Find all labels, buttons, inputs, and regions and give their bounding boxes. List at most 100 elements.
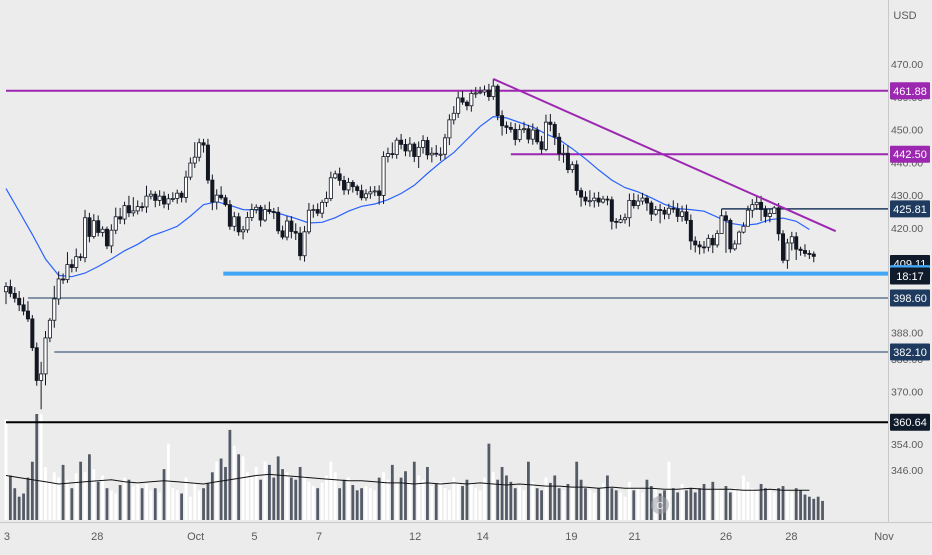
candle[interactable] [636, 194, 641, 210]
candle[interactable] [104, 226, 109, 250]
candle[interactable] [552, 121, 557, 146]
candle[interactable] [157, 190, 162, 206]
candle[interactable] [811, 251, 816, 263]
candle[interactable] [122, 201, 127, 225]
candle[interactable] [109, 224, 114, 254]
candle[interactable] [118, 207, 123, 224]
candle[interactable] [306, 203, 311, 235]
price-label-badge[interactable]: 398.60 [890, 289, 930, 307]
candle[interactable] [140, 202, 145, 212]
candle[interactable] [618, 214, 623, 224]
candle[interactable] [561, 144, 566, 163]
price-label-badge[interactable]: 442.50 [890, 145, 930, 163]
candle[interactable] [254, 204, 259, 214]
candle[interactable] [249, 203, 254, 222]
candle[interactable] [377, 185, 382, 205]
candle[interactable] [214, 189, 219, 210]
candles-layer[interactable] [4, 78, 816, 410]
candle[interactable] [702, 240, 707, 254]
candle[interactable] [644, 195, 649, 211]
candle[interactable] [56, 271, 61, 305]
candle[interactable] [583, 191, 588, 206]
candle[interactable] [170, 192, 175, 203]
candle[interactable] [486, 83, 491, 101]
candle[interactable] [526, 124, 531, 144]
candle[interactable] [245, 211, 250, 233]
candle[interactable] [232, 211, 237, 232]
candle[interactable] [350, 180, 355, 193]
candle[interactable] [227, 200, 232, 230]
candle[interactable] [34, 342, 39, 386]
candle[interactable] [631, 193, 636, 209]
candle[interactable] [4, 282, 9, 305]
candle[interactable] [680, 205, 685, 222]
candle[interactable] [754, 195, 759, 210]
candle[interactable] [390, 142, 395, 159]
candle[interactable] [355, 184, 360, 196]
candle[interactable] [131, 197, 136, 217]
candle[interactable] [473, 87, 478, 98]
candle[interactable] [592, 192, 597, 208]
candle[interactable] [381, 151, 386, 204]
candle[interactable] [236, 212, 241, 236]
candle[interactable] [693, 236, 698, 253]
candle[interactable] [579, 187, 584, 207]
candle[interactable] [359, 184, 364, 201]
candle[interactable] [280, 225, 285, 240]
candle[interactable] [91, 214, 96, 239]
candle[interactable] [513, 123, 518, 146]
price-label-badge[interactable]: 360.64 [890, 413, 930, 431]
candle[interactable] [565, 145, 570, 174]
candle[interactable] [697, 240, 702, 255]
candle[interactable] [399, 133, 404, 150]
candle[interactable] [478, 86, 483, 95]
candle[interactable] [688, 214, 693, 250]
candle[interactable] [25, 301, 30, 322]
candle[interactable] [188, 157, 193, 181]
candle[interactable] [543, 114, 548, 152]
candle[interactable] [723, 211, 728, 253]
candle[interactable] [772, 205, 777, 214]
candle[interactable] [192, 142, 197, 168]
price-label-badge[interactable]: 382.10 [890, 343, 930, 361]
candle[interactable] [263, 204, 268, 223]
candle[interactable] [162, 191, 167, 209]
candle[interactable] [662, 206, 667, 220]
candle[interactable] [412, 142, 417, 163]
candle[interactable] [728, 218, 733, 253]
candle[interactable] [574, 160, 579, 196]
candle[interactable] [223, 194, 228, 207]
candle[interactable] [706, 234, 711, 252]
candle[interactable] [153, 191, 158, 208]
candle[interactable] [741, 222, 746, 234]
candle[interactable] [21, 297, 26, 316]
candle[interactable] [438, 147, 443, 161]
candle[interactable] [684, 204, 689, 224]
candle[interactable] [320, 199, 325, 219]
candle[interactable] [421, 135, 426, 154]
candle[interactable] [258, 204, 263, 227]
candle[interactable] [789, 231, 794, 251]
candle[interactable] [315, 203, 320, 217]
candle[interactable] [267, 201, 272, 215]
candle[interactable] [605, 195, 610, 206]
candle[interactable] [210, 174, 215, 211]
candle[interactable] [284, 216, 289, 241]
candle[interactable] [666, 203, 671, 220]
candle[interactable] [276, 206, 281, 235]
candle[interactable] [802, 244, 807, 257]
candle[interactable] [166, 193, 171, 210]
candle[interactable] [425, 136, 430, 160]
candle[interactable] [622, 213, 627, 224]
candle[interactable] [557, 132, 562, 161]
candle[interactable] [183, 170, 188, 203]
candle[interactable] [482, 85, 487, 96]
candle[interactable] [372, 185, 377, 197]
candle[interactable] [710, 234, 715, 254]
candle[interactable] [539, 135, 544, 154]
price-label-badge[interactable]: 461.88 [890, 82, 930, 100]
candle[interactable] [293, 223, 298, 241]
candle[interactable] [43, 331, 48, 386]
candle[interactable] [429, 147, 434, 163]
